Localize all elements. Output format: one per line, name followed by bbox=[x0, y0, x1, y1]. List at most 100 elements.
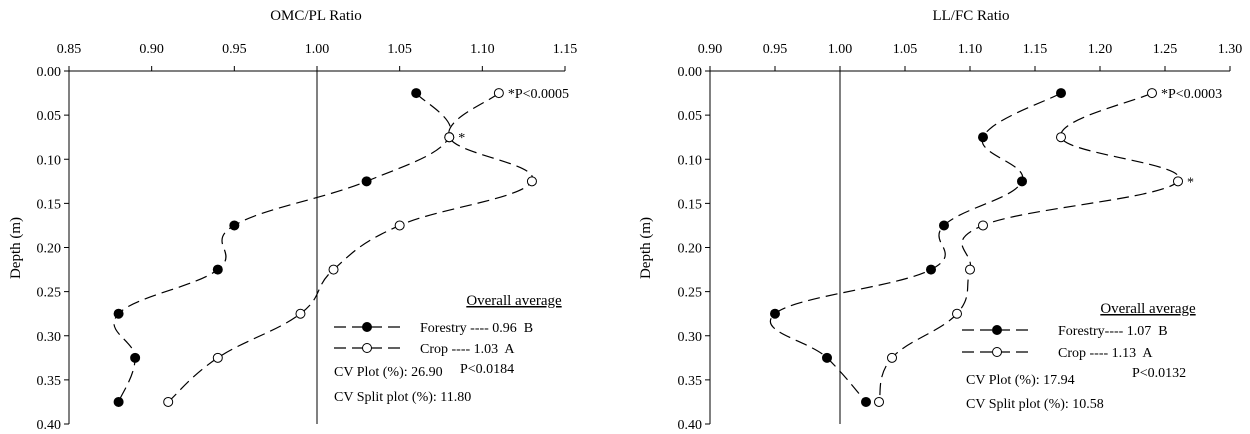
legend-forestry-label: Forestry ---- 0.96 B bbox=[420, 321, 533, 336]
data-point-forestry bbox=[229, 220, 240, 231]
x-tick-label: 0.90 bbox=[698, 42, 723, 57]
x-tick-label: 1.25 bbox=[1153, 42, 1178, 57]
y-tick-label: 0.40 bbox=[37, 418, 62, 433]
data-point-forestry bbox=[939, 220, 949, 231]
legend-cv-split: CV Split plot (%): 11.80 bbox=[334, 390, 471, 405]
y-axis-title: Depth (m) bbox=[638, 217, 654, 279]
x-tick-label: 1.00 bbox=[828, 42, 853, 57]
data-point-crop bbox=[978, 220, 988, 231]
legend-cv-split: CV Split plot (%): 10.58 bbox=[966, 397, 1104, 412]
y-tick-label: 0.05 bbox=[678, 109, 703, 124]
x-tick-label: 1.10 bbox=[470, 42, 495, 57]
data-point-crop bbox=[328, 264, 339, 275]
data-point-crop bbox=[1056, 132, 1066, 143]
data-point-forestry bbox=[130, 352, 141, 363]
y-tick-labels: 0.00 0.05 0.10 0.15 0.20 0.25 0.30 0.35 0.40 bbox=[37, 65, 69, 433]
y-tick-label: 0.35 bbox=[37, 374, 62, 389]
legend-title: Overall average bbox=[1100, 301, 1196, 317]
data-point-crop bbox=[874, 396, 884, 407]
data-point-crop bbox=[526, 176, 537, 187]
data-point-crop bbox=[212, 352, 223, 363]
y-tick-label: 0.10 bbox=[678, 153, 703, 168]
x-tick-label: 0.95 bbox=[222, 42, 247, 57]
significance-annotation: * bbox=[1187, 175, 1194, 190]
data-point-forestry bbox=[978, 132, 988, 143]
y-tick-label: 0.00 bbox=[37, 65, 62, 80]
data-point-crop bbox=[1147, 88, 1157, 99]
data-point-forestry bbox=[411, 88, 422, 99]
series-line-forestry bbox=[113, 92, 452, 403]
x-tick-label: 1.30 bbox=[1218, 42, 1243, 57]
annotations: *P<0.0003 * bbox=[1161, 87, 1222, 190]
y-tick-label: 0.20 bbox=[678, 242, 703, 257]
legend: Overall average Forestry---- 1.07 B Crop… bbox=[962, 301, 1196, 412]
x-tick-label: 1.15 bbox=[553, 42, 578, 57]
data-point-crop bbox=[394, 220, 405, 231]
legend-cv-plot: CV Plot (%): 17.94 bbox=[966, 373, 1075, 388]
y-tick-label: 0.35 bbox=[678, 374, 703, 389]
y-tick-label: 0.40 bbox=[678, 418, 703, 433]
annotations: *P<0.0005 * bbox=[458, 87, 569, 146]
data-point-crop bbox=[887, 352, 897, 363]
data-point-forestry bbox=[861, 396, 871, 407]
data-point-crop bbox=[1173, 176, 1183, 187]
x-tick-label: 1.10 bbox=[958, 42, 983, 57]
data-point-forestry bbox=[212, 264, 223, 275]
y-tick-label: 0.25 bbox=[678, 286, 703, 301]
data-point-crop bbox=[952, 308, 962, 319]
legend-forestry-symbol bbox=[962, 325, 1032, 335]
data-point-forestry bbox=[822, 352, 832, 363]
series-layer bbox=[769, 88, 1183, 407]
x-tick-label: 0.95 bbox=[763, 42, 788, 57]
x-tick-label: 1.15 bbox=[1023, 42, 1048, 57]
x-tick-label: 1.05 bbox=[387, 42, 412, 57]
data-point-crop bbox=[295, 308, 306, 319]
legend-pvalue: P<0.0184 bbox=[460, 362, 514, 377]
data-point-forestry bbox=[1056, 88, 1066, 99]
significance-annotation: *P<0.0005 bbox=[508, 87, 569, 102]
data-point-crop bbox=[965, 264, 975, 275]
legend-crop-symbol bbox=[334, 343, 400, 353]
legend-cv-plot: CV Plot (%): 26.90 bbox=[334, 365, 443, 380]
legend-forestry-label: Forestry---- 1.07 B bbox=[1058, 324, 1168, 339]
chart-ll-fc: LL/FC Ratio Depth (m) 0.90 0.95 1.00 1.05 1.… bbox=[638, 8, 1242, 433]
data-point-forestry bbox=[770, 308, 780, 319]
data-point-forestry bbox=[926, 264, 936, 275]
data-point-forestry bbox=[113, 396, 124, 407]
data-point-crop bbox=[493, 88, 504, 99]
x-tick-label: 1.20 bbox=[1088, 42, 1113, 57]
data-point-crop bbox=[444, 132, 455, 143]
y-tick-label: 0.30 bbox=[678, 330, 703, 345]
data-point-forestry bbox=[361, 176, 372, 187]
significance-annotation: * bbox=[458, 131, 465, 146]
x-tick-label: 1.05 bbox=[893, 42, 918, 57]
x-tick-label: 0.90 bbox=[139, 42, 164, 57]
y-tick-label: 0.15 bbox=[678, 197, 703, 212]
legend-forestry-symbol bbox=[334, 322, 400, 332]
y-tick-label: 0.05 bbox=[37, 109, 62, 124]
chart-title: OMC/PL Ratio bbox=[270, 8, 362, 24]
y-tick-labels: 0.00 0.05 0.10 0.15 0.20 0.25 0.30 0.35 0.40 bbox=[678, 65, 710, 433]
x-tick-label: 0.85 bbox=[57, 42, 82, 57]
data-point-forestry bbox=[113, 308, 124, 319]
x-tick-labels: 0.85 0.90 0.95 1.00 1.05 1.10 1.15 bbox=[57, 42, 578, 71]
x-tick-labels: 0.90 0.95 1.00 1.05 1.10 1.15 1.20 1.25 1.30 bbox=[698, 42, 1243, 71]
significance-annotation: *P<0.0003 bbox=[1161, 87, 1222, 102]
legend-crop-symbol bbox=[962, 347, 1032, 357]
chart-title: LL/FC Ratio bbox=[932, 8, 1009, 24]
legend-pvalue: P<0.0132 bbox=[1132, 366, 1186, 381]
y-tick-label: 0.10 bbox=[37, 153, 62, 168]
legend-crop-label: Crop ---- 1.13 A bbox=[1058, 346, 1153, 361]
data-point-forestry bbox=[1017, 176, 1027, 187]
data-point-crop bbox=[163, 396, 174, 407]
legend: Overall average Forestry ---- 0.96 B Cro… bbox=[334, 293, 562, 405]
y-tick-label: 0.20 bbox=[37, 242, 62, 257]
series-layer bbox=[113, 88, 537, 407]
legend-crop-label: Crop ---- 1.03 A bbox=[420, 342, 515, 357]
series-line-forestry bbox=[769, 92, 1062, 403]
series-line-crop bbox=[167, 92, 534, 403]
y-tick-label: 0.00 bbox=[678, 65, 703, 80]
y-axis-title: Depth (m) bbox=[8, 217, 24, 279]
chart-omc-pl: OMC/PL Ratio Depth (m) 0.85 0.90 0.95 1.00 1… bbox=[8, 8, 577, 433]
